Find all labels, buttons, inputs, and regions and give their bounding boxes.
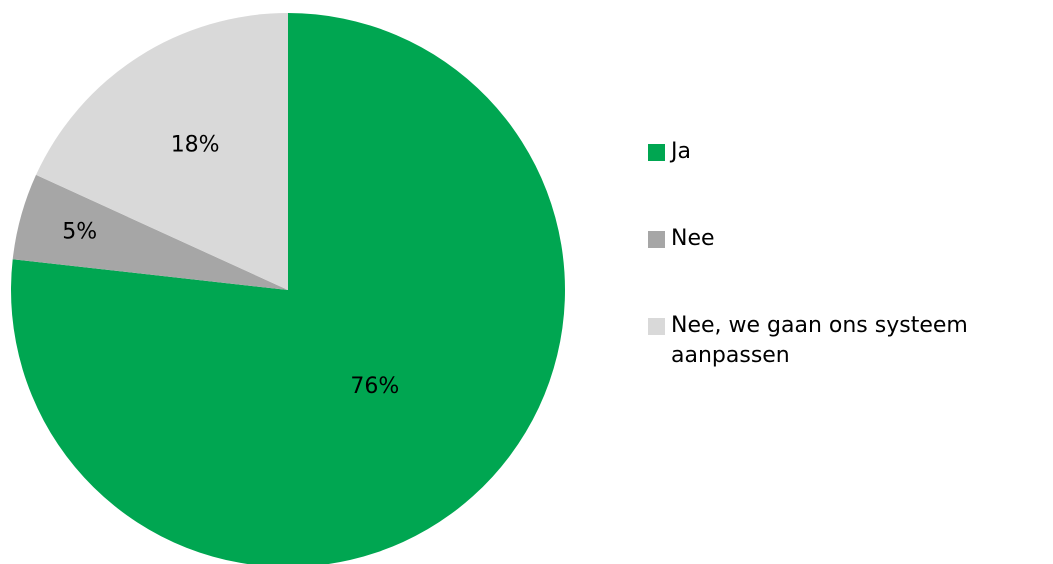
- legend-swatch-nee-aanpassen: [648, 318, 665, 335]
- legend-label-nee: Nee: [671, 226, 715, 251]
- legend-item-ja: Ja: [648, 137, 1048, 167]
- data-label-ja: 76%: [350, 374, 399, 399]
- legend-swatch-nee: [648, 231, 665, 248]
- pie-data-labels: 76% 5% 18%: [62, 133, 399, 400]
- slice-nee: [12, 174, 289, 290]
- legend: Ja Nee Nee, we gaan ons systeem aanpasse…: [648, 137, 1048, 371]
- legend-item-nee: Nee: [648, 224, 1048, 254]
- slice-ja: [11, 13, 565, 564]
- slice-nee-aanpassen: [36, 13, 288, 290]
- legend-item-nee-aanpassen: Nee, we gaan ons systeem aanpassen: [648, 311, 1048, 371]
- legend-label-ja: Ja: [671, 139, 691, 164]
- pie-slices: [11, 13, 565, 564]
- data-label-nee: 5%: [62, 219, 97, 244]
- data-label-nee-aanpassen: 18%: [171, 133, 220, 158]
- legend-swatch-ja: [648, 144, 665, 161]
- legend-label-nee-aanpassen: Nee, we gaan ons systeem aanpassen: [671, 313, 968, 368]
